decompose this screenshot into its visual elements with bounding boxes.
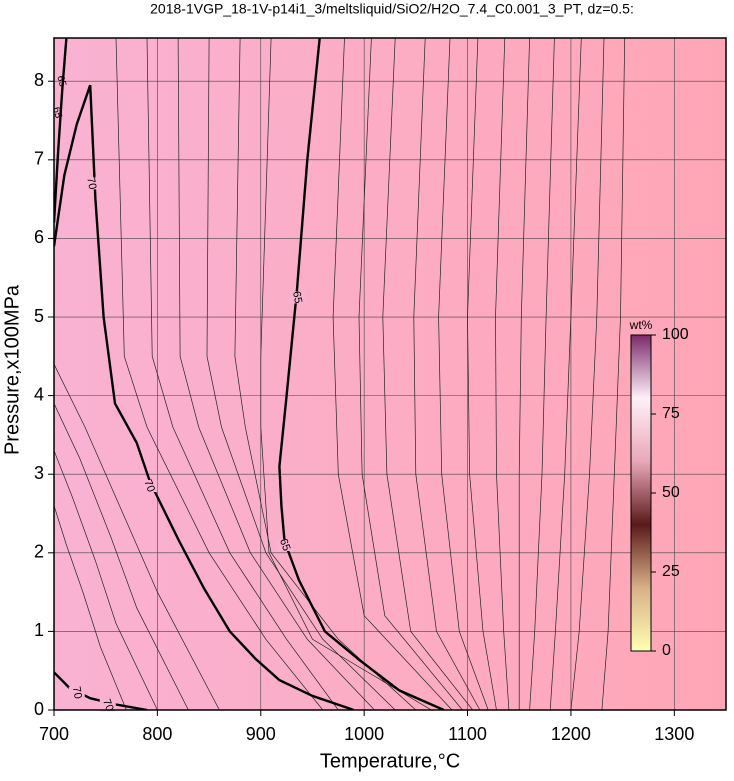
contour-label: 70 — [100, 697, 115, 713]
contour-label-bg — [288, 291, 305, 304]
thin-contour — [518, 38, 530, 710]
contour-line — [54, 38, 68, 223]
thin-contour — [549, 38, 582, 710]
colorbar — [630, 334, 652, 652]
thin-contour — [54, 403, 189, 710]
thin-contour — [332, 38, 453, 710]
colorbar-label: wt% — [629, 318, 653, 332]
colorbar-tick-label: 0 — [662, 642, 671, 659]
thin-contour — [54, 450, 158, 710]
thin-contour — [115, 38, 324, 710]
y-tick-label: 1 — [34, 620, 44, 640]
colorbar-tick-label: 50 — [662, 484, 680, 501]
x-tick-label: 700 — [39, 724, 69, 744]
y-tick-label: 0 — [34, 699, 44, 719]
x-tick-label: 1200 — [551, 724, 591, 744]
contour-label-bg — [68, 686, 85, 699]
chart-title: 2018-1VGP_18-1V-p14i1_3/meltsliquid/SiO2… — [150, 1, 634, 17]
contour-label: 70 — [141, 478, 156, 494]
thin-contour — [495, 38, 510, 710]
thin-contour — [234, 38, 417, 710]
thin-contour — [54, 505, 127, 710]
thin-contour — [54, 364, 220, 710]
thin-contour — [570, 38, 605, 710]
thin-contour — [206, 38, 396, 710]
x-tick-label: 900 — [246, 724, 276, 744]
thin-contour — [260, 38, 432, 710]
x-axis-label: Temperature,°C — [320, 750, 460, 772]
plot-field — [54, 38, 726, 710]
contour-label-bg — [83, 177, 100, 190]
colorbar-tick-label: 75 — [662, 405, 680, 422]
y-tick-label: 7 — [34, 149, 44, 169]
contour-line — [54, 84, 355, 710]
y-tick-label: 4 — [34, 384, 44, 404]
y-tick-label: 5 — [34, 306, 44, 326]
y-axis-label: Pressure,x100MPa — [1, 284, 23, 455]
x-tick-label: 1000 — [344, 724, 384, 744]
plot-frame — [53, 37, 727, 711]
contour-label: 65 — [290, 290, 304, 304]
contour-label: 70 — [84, 176, 98, 190]
contour-line — [54, 671, 148, 710]
x-tick-label: 1300 — [654, 724, 694, 744]
thin-contour — [413, 38, 481, 710]
contour-label: 70 — [70, 686, 84, 700]
thin-contour — [146, 38, 339, 710]
colorbar-tick-label: 100 — [662, 326, 689, 343]
thin-contour — [467, 38, 497, 710]
colorbar-tick-label: 25 — [662, 563, 680, 580]
thin-contour — [601, 38, 626, 710]
y-tick-label: 3 — [34, 463, 44, 483]
contour-label: 65 — [54, 74, 68, 88]
y-tick-label: 2 — [34, 542, 44, 562]
thin-contour — [438, 38, 489, 710]
x-tick-label: 1100 — [448, 724, 487, 744]
thin-contour — [382, 38, 473, 710]
contour-label-bg — [276, 538, 293, 551]
contour-label-bg — [99, 699, 116, 712]
thin-contour — [358, 38, 463, 710]
thin-contour — [529, 38, 555, 710]
contour-label: 65 — [277, 537, 292, 553]
y-tick-label: 6 — [34, 227, 44, 247]
x-tick-label: 800 — [142, 724, 172, 744]
thin-contour — [177, 38, 375, 710]
contour-label-bg — [141, 480, 158, 492]
contour-line — [278, 38, 445, 710]
y-tick-label: 8 — [34, 70, 44, 90]
